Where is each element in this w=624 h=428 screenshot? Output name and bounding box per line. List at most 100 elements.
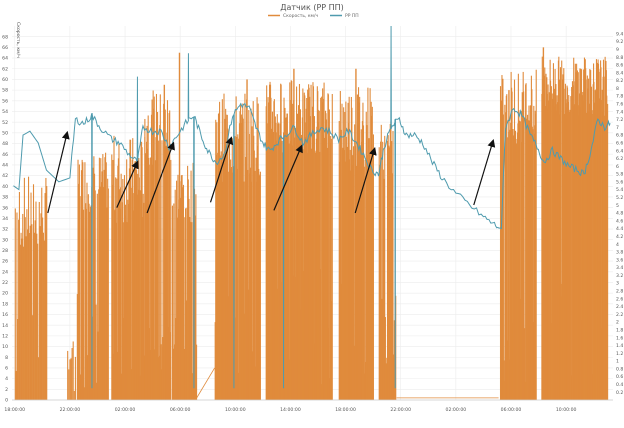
speed-bar <box>39 226 41 400</box>
y-left-tick-label: 36 <box>2 205 8 211</box>
y-right-tick-label: 5.8 <box>616 172 623 178</box>
speed-bar <box>250 108 252 401</box>
speed-bar <box>44 193 46 400</box>
speed-bar <box>354 145 356 400</box>
speed-bar <box>154 160 156 400</box>
speed-bar <box>43 240 45 400</box>
y-right-tick-label: 6.8 <box>616 133 623 139</box>
y-left-tick-label: 8 <box>5 355 8 361</box>
speed-bar <box>242 103 244 401</box>
y-left-tick-label: 34 <box>2 216 8 222</box>
y-left-tick-label: 16 <box>2 312 8 318</box>
speed-bar <box>80 374 82 400</box>
speed-bar <box>364 159 366 400</box>
speed-bar <box>88 203 90 400</box>
speed-bar <box>78 183 80 400</box>
speed-bar <box>340 129 342 400</box>
speed-bar <box>343 107 345 401</box>
speed-bar <box>544 105 546 401</box>
speed-bar <box>239 111 241 401</box>
y-right-tick-label: 8.6 <box>616 63 623 69</box>
annotation-arrow <box>273 144 303 211</box>
legend-label-rrpp: РР ПП <box>345 13 359 19</box>
speed-bar <box>320 97 322 401</box>
speed-bar <box>158 140 160 401</box>
y-left-tick-label: 62 <box>2 66 8 72</box>
y-right-tick-label: 3.4 <box>616 265 623 271</box>
speed-bar <box>184 217 186 400</box>
speed-bar <box>160 369 162 400</box>
speed-bar <box>89 206 91 400</box>
speed-bar <box>188 198 190 400</box>
speed-bar <box>354 124 356 401</box>
speed-bar <box>85 203 87 400</box>
speed-bar <box>248 133 250 400</box>
speed-bar <box>117 165 119 400</box>
speed-bar <box>42 232 44 400</box>
speed-bar <box>251 181 253 400</box>
y-left-tick-label: 4 <box>5 376 8 382</box>
speed-bar <box>353 345 355 400</box>
speed-bar <box>347 102 349 401</box>
speed-bar <box>32 184 35 400</box>
y-left-tick-label: 68 <box>2 34 8 40</box>
speed-bar <box>160 344 162 400</box>
speed-bar <box>242 118 244 400</box>
y-right-tick-label: 6 <box>616 164 619 170</box>
speed-bar <box>131 369 133 400</box>
speed-bar <box>81 159 83 400</box>
speed-bar <box>120 187 122 400</box>
speed-bar <box>356 94 358 400</box>
speed-bar <box>256 97 258 400</box>
y-right-tick-label: 1.4 <box>616 343 623 349</box>
speed-bar <box>103 169 105 400</box>
speed-bar <box>98 189 100 400</box>
speed-bar <box>27 176 30 400</box>
speed-bar <box>513 79 516 400</box>
speed-bar <box>231 166 233 400</box>
speed-bar <box>139 190 141 400</box>
speed-bar <box>196 344 198 400</box>
speed-bar <box>139 375 142 400</box>
speed-bar <box>346 146 348 400</box>
speed-bar <box>25 236 27 400</box>
speed-bar <box>360 129 362 400</box>
speed-bar <box>126 222 128 400</box>
speed-bar <box>257 145 259 400</box>
speed-bar <box>42 217 44 400</box>
annotation-arrow <box>473 138 496 206</box>
speed-bar <box>104 157 106 400</box>
speed-bar <box>239 103 242 401</box>
speed-bar <box>248 110 250 401</box>
speed-bar <box>127 199 129 400</box>
speed-bar <box>244 93 246 400</box>
speed-bar <box>221 159 223 400</box>
speed-bar <box>598 98 600 401</box>
y-right-tick-label: 4.4 <box>616 226 623 232</box>
speed-bar <box>233 319 236 400</box>
speed-bar <box>351 107 353 400</box>
speed-bar <box>15 370 17 400</box>
speed-bar <box>257 103 259 400</box>
speed-bar <box>365 361 367 400</box>
speed-bar <box>107 178 109 400</box>
speed-bar <box>349 149 351 400</box>
speed-bar <box>363 373 365 400</box>
speed-bar <box>243 313 245 400</box>
speed-bar <box>506 94 508 401</box>
x-tick-label: 02:00:00 <box>115 407 136 413</box>
speed-bar <box>187 179 189 400</box>
y-right-tick-label: 8.4 <box>616 70 623 76</box>
speed-bar <box>37 357 40 400</box>
speed-bar <box>187 165 189 400</box>
speed-bar <box>182 184 185 400</box>
speed-bar <box>221 99 223 400</box>
speed-bar <box>364 166 366 400</box>
y-left-tick-label: 28 <box>2 248 8 254</box>
speed-bar <box>112 159 114 400</box>
speed-bar <box>17 319 19 400</box>
y-right-tick-label: 1.2 <box>616 351 623 357</box>
speed-bar <box>528 120 531 400</box>
speed-bar <box>384 317 386 400</box>
